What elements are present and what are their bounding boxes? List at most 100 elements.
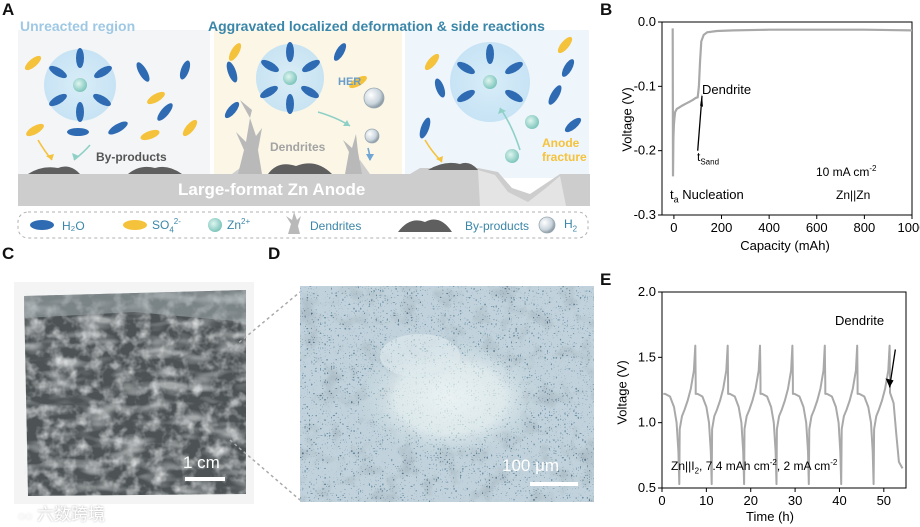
ta-sub: a: [673, 194, 679, 205]
x-tick-label: 30: [788, 493, 802, 508]
x-tick-label: 600: [806, 220, 828, 235]
y-tick-label: 2.0: [638, 284, 656, 299]
series-line: [663, 344, 904, 486]
sulfate-ions: [24, 36, 573, 141]
zn-ion: [525, 115, 539, 129]
x-tick-label: 40: [832, 493, 846, 508]
cond-1: Zn||I: [671, 459, 695, 473]
legend-byproducts-label: By-products: [465, 219, 530, 233]
h2-bubble: [363, 87, 385, 109]
chart-e-conditions: Zn||I2, 7.4 mAh cm-2, 2 mA cm-2: [671, 458, 837, 475]
legend-zn-label: Zn2+: [227, 217, 250, 232]
zn-ion: [283, 71, 297, 85]
zn-ion: [505, 149, 519, 163]
tsand-sub: Sand: [700, 157, 720, 167]
water-molecules: [49, 42, 582, 139]
photo-c-zn-anode: [14, 282, 254, 504]
cond-2: , 7.4 mAh cm: [699, 459, 770, 473]
label-dendrites: Dendrites: [270, 140, 326, 154]
legend-h2o-icon: [30, 220, 54, 230]
series-line: [671, 28, 913, 177]
legend-h2-sub: 2: [572, 224, 578, 234]
nucleation-text: Nucleation: [678, 187, 744, 202]
dendrite-arrow-head: [885, 378, 894, 388]
legend-sulfate-label: SO42-: [152, 217, 181, 234]
zn-ion: [73, 78, 87, 92]
x-tick-label: 0: [658, 493, 665, 508]
panel-label-c: C: [2, 244, 15, 263]
micrograph-d-scalebar-bar: [530, 482, 578, 486]
dendrites: [236, 100, 362, 174]
plot-frame: [661, 291, 907, 489]
current-base: 10 mA cm: [816, 165, 870, 179]
chart-b-tsand-annotation: tSand: [697, 150, 719, 166]
ta-base: t: [670, 187, 674, 202]
y-tick-label: -0.2: [634, 143, 656, 158]
tsand-base: t: [697, 150, 701, 164]
zn-ion: [483, 75, 497, 89]
x-tick-label: 10: [699, 493, 713, 508]
panel-label-e: E: [600, 270, 612, 289]
current-sup: -2: [869, 164, 877, 173]
title-unreacted-region: Unreacted region: [20, 18, 136, 34]
watermark: ◌◌ 六数跨境: [18, 500, 105, 525]
chart-b-current-density: 10 mA cm-2: [816, 164, 876, 179]
photo-c-scalebar-label: 1 cm: [183, 453, 220, 472]
legend-zn-base: Zn: [227, 218, 242, 232]
legend-h2-label: H2: [564, 217, 577, 233]
anode-fracture: [478, 170, 566, 206]
x-tick-label: 200: [711, 220, 733, 235]
y-tick-label: 0.5: [638, 480, 656, 495]
chart-e-voltage-time: 0 10 20 30 40 50 0.5 1.0 1.5 2.0: [638, 284, 907, 508]
panel-label-d: D: [268, 244, 281, 263]
x-tick-label: 50: [877, 493, 891, 508]
chart-e-ylabel: Voltage (V): [614, 360, 630, 425]
y-tick-label: -0.3: [634, 207, 656, 222]
legend-h2o-label: H₂O: [62, 219, 85, 233]
x-tick-label: 400: [758, 220, 780, 235]
y-tick-label: 1.5: [638, 349, 656, 364]
cond-sup1: -2: [769, 458, 777, 467]
cond-sub: 2: [694, 466, 700, 476]
panel-label-b: B: [600, 0, 613, 19]
micrograph-d: [300, 286, 594, 502]
y-tick-label: -0.1: [634, 78, 656, 93]
plot-frame: [661, 21, 913, 216]
legend-zn-icon: [208, 218, 222, 232]
cond-sup2: -2: [830, 458, 838, 467]
micrograph-d-scalebar-label: 100 μm: [502, 456, 560, 475]
x-tick-label: 800: [854, 220, 876, 235]
title-localized-deformation: Aggravated localized deformation & side …: [208, 18, 545, 34]
photo-c-scalebar-bar: [185, 477, 225, 481]
label-her: HER: [338, 76, 362, 88]
watermark-text: 六数跨境: [37, 505, 105, 524]
watermark-icon: ◌◌: [18, 509, 33, 523]
label-anode-fracture: Anode fracture: [542, 136, 587, 164]
panel-a-schematic: [17, 30, 590, 239]
x-tick-label: 0: [670, 220, 677, 235]
y-tick-label: 0.0: [638, 14, 656, 29]
dendrite-arrow-head: [700, 93, 703, 107]
label-large-format-zn-anode: Large-format Zn Anode: [178, 180, 366, 199]
chart-b-xlabel: Capacity (mAh): [740, 238, 830, 253]
legend-byproducts-icon: [398, 219, 452, 232]
legend-sulfate-sub: 4: [169, 225, 174, 235]
h2-bubble: [364, 128, 380, 144]
arrow-heads: [46, 108, 506, 162]
legend-sulfate-icon: [123, 220, 147, 230]
zn-anode-base: [18, 160, 590, 206]
legend-h2-base: H: [564, 217, 573, 231]
legend-h2-icon: [538, 216, 556, 234]
legend-dendrites-label: Dendrites: [310, 219, 362, 233]
cond-3: , 2 mA cm: [776, 459, 831, 473]
legend-sulfate-sup: 2-: [173, 217, 181, 226]
label-anode: Anode: [542, 136, 580, 150]
label-fracture: fracture: [542, 150, 587, 164]
chart-b-cell-label: Zn||Zn: [836, 188, 871, 202]
legend-zn-sup: 2+: [241, 217, 251, 226]
label-by-products: By-products: [96, 150, 167, 164]
x-tick-label: 1000: [898, 220, 920, 235]
legend-dendrite-icon: [286, 212, 301, 234]
x-tick-label: 20: [743, 493, 757, 508]
legend-sulfate-base: SO: [152, 218, 170, 232]
